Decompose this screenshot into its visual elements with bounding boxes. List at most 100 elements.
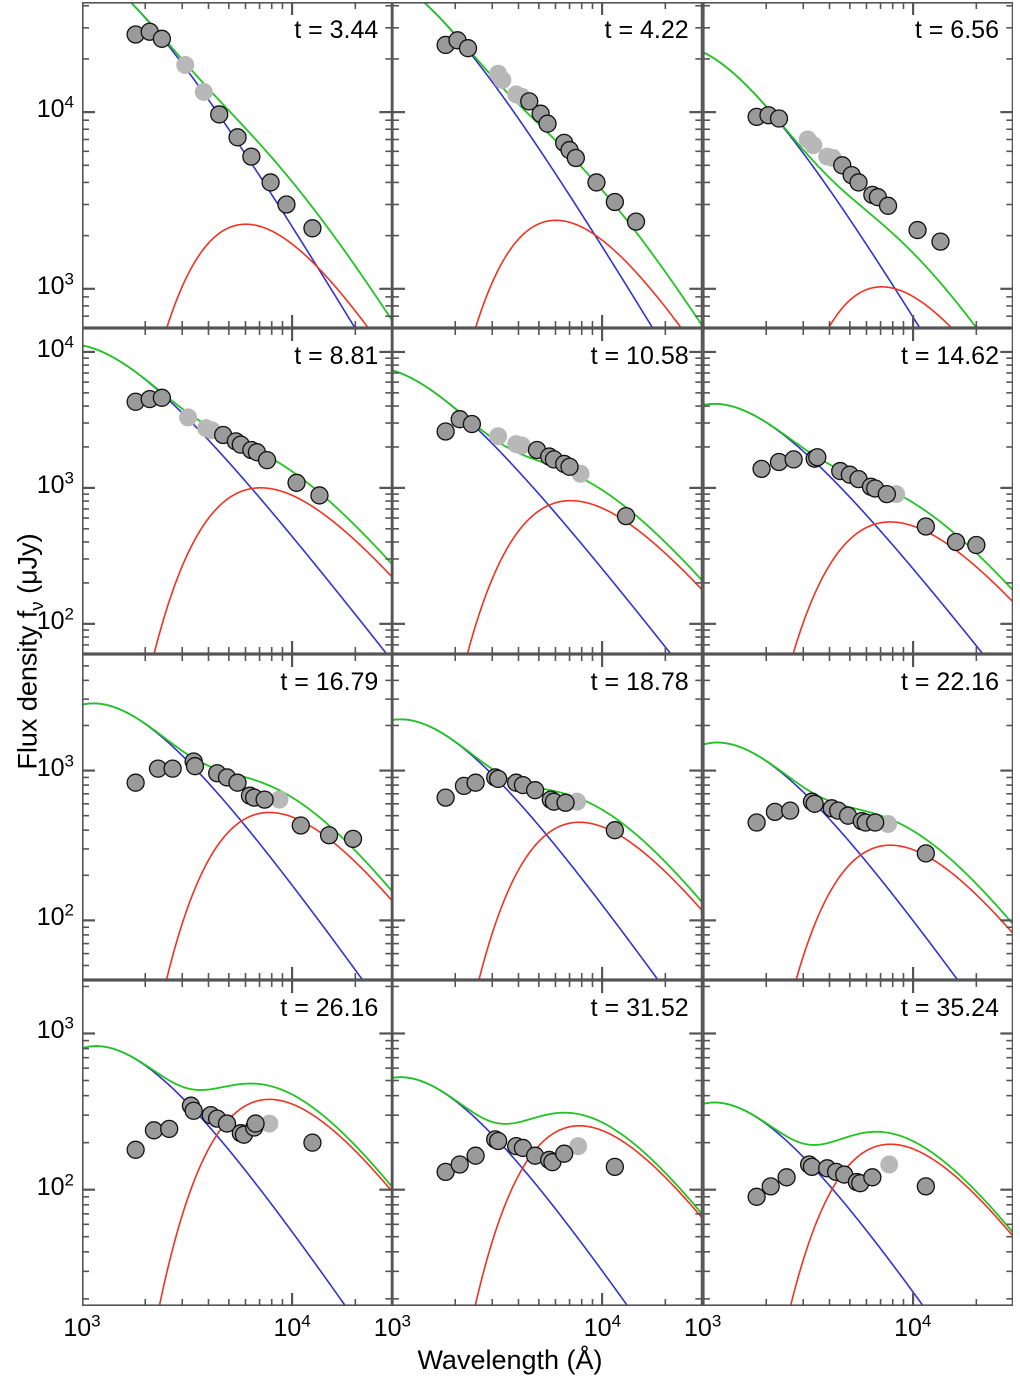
panel-plot: [82, 654, 393, 980]
model-photometry-point: [587, 173, 606, 192]
panel-epoch-label: t = 18.78: [590, 668, 689, 696]
model-photometry-point: [459, 39, 478, 58]
model-photometry-point: [878, 196, 897, 215]
hot-blackbody-curve: [392, 718, 660, 980]
model-photometry-point: [126, 773, 145, 792]
panel-epoch-label: t = 6.56: [914, 16, 999, 44]
cool-blackbody-curve: [791, 521, 1013, 654]
panel-plot: [392, 2, 703, 328]
model-photometry-point: [261, 173, 280, 192]
model-photometry-point: [436, 788, 456, 807]
model-photometry-point: [538, 114, 558, 133]
x-axis-label: Wavelength (Å): [417, 1345, 603, 1375]
panel-frame: [392, 654, 703, 980]
panel-epoch-label: t = 10.58: [590, 342, 689, 370]
panel-plot: [392, 328, 703, 654]
model-photometry-point: [450, 1155, 470, 1174]
model-photometry-point: [966, 535, 986, 555]
model-photometry-point: [807, 448, 827, 467]
y-tick-label: 103: [36, 269, 74, 300]
panel-epoch-label: t = 16.79: [280, 668, 379, 696]
model-photometry-point: [489, 769, 508, 789]
model-photometry-point: [242, 147, 261, 166]
panel-plot: [702, 328, 1013, 654]
x-tick-label: 104: [273, 1311, 311, 1342]
total-model-curve: [702, 1101, 1013, 1234]
y-tick-label: 102: [36, 1170, 74, 1201]
x-tick-label: 103: [63, 1311, 101, 1342]
model-photometry-point: [617, 506, 636, 526]
model-photometry-point: [152, 388, 172, 407]
hot-blackbody-curve: [129, 2, 356, 328]
model-photometry-point: [228, 128, 247, 147]
model-photometry-point: [567, 148, 586, 168]
cool-blackbody-curve: [165, 811, 393, 980]
cool-blackbody-curve: [794, 844, 1013, 980]
observed-photometry-point: [879, 1155, 898, 1174]
sed-panel: t = 31.52: [392, 980, 703, 1306]
panel-plot: [82, 328, 393, 654]
model-photometry-point: [246, 1114, 265, 1133]
panel-epoch-label: t = 22.16: [900, 668, 999, 696]
panel-plot: [392, 980, 703, 1306]
model-photometry-point: [343, 829, 363, 849]
panel-plot: [702, 2, 1013, 328]
panel-frame: [702, 2, 1013, 328]
sed-panel: t = 4.22: [392, 2, 703, 328]
model-photometry-point: [185, 757, 205, 776]
panel-plot: [392, 654, 703, 980]
model-photometry-point: [784, 450, 803, 469]
observed-photometry-point: [270, 790, 289, 809]
hot-blackbody-curve: [702, 403, 984, 654]
cool-blackbody-curve: [466, 499, 703, 654]
model-photometry-point: [228, 773, 247, 792]
model-photometry-point: [303, 1133, 322, 1152]
sed-panel: t = 3.44: [82, 2, 393, 328]
model-photometry-point: [489, 1131, 508, 1151]
panel-epoch-label: t = 3.44: [294, 16, 379, 44]
observed-photometry-point: [513, 436, 532, 455]
panel-frame: [392, 328, 703, 654]
model-photometry-point: [606, 1157, 625, 1176]
model-photometry-point: [466, 1146, 486, 1165]
panel-plot: [82, 2, 393, 328]
observed-photometry-point: [194, 82, 213, 101]
observed-photometry-point: [569, 1137, 588, 1156]
total-model-curve: [129, 2, 393, 322]
y-tick-label: 103: [36, 751, 74, 782]
model-photometry-point: [160, 1119, 179, 1139]
model-photometry-point: [627, 212, 646, 231]
hot-blackbody-curve: [702, 741, 959, 980]
sed-panel: t = 22.16: [702, 654, 1013, 980]
cool-blackbody-curve: [827, 286, 953, 328]
cool-blackbody-curve: [789, 1143, 1013, 1306]
model-photometry-point: [747, 813, 766, 832]
model-photometry-point: [126, 1140, 145, 1159]
model-photometry-point: [805, 794, 824, 813]
panel-plot: [702, 654, 1013, 980]
model-photometry-point: [606, 821, 625, 840]
model-photometry-point: [908, 220, 927, 240]
total-model-curve: [702, 741, 1013, 926]
model-photometry-point: [257, 450, 277, 470]
total-model-curve: [392, 718, 703, 904]
total-model-curve: [702, 51, 978, 328]
panel-plot: [82, 980, 393, 1306]
y-axis-label-post: (μJy): [12, 533, 43, 602]
model-photometry-point: [752, 459, 771, 479]
y-tick-label: 103: [36, 1014, 74, 1045]
model-photometry-point: [877, 484, 896, 504]
sed-panel: t = 14.62: [702, 328, 1013, 654]
total-model-curve: [392, 1076, 703, 1215]
panel-plot: [702, 980, 1013, 1306]
panel-frame: [392, 2, 703, 328]
y-tick-label: 102: [36, 604, 74, 635]
hot-blackbody-curve: [422, 2, 654, 328]
y-tick-label: 103: [36, 468, 74, 499]
panel-epoch-label: t = 8.81: [294, 342, 379, 370]
hot-blackbody-curve: [392, 369, 673, 654]
model-photometry-point: [916, 844, 935, 863]
x-tick-label: 104: [894, 1311, 932, 1342]
panel-epoch-label: t = 31.52: [590, 994, 689, 1022]
